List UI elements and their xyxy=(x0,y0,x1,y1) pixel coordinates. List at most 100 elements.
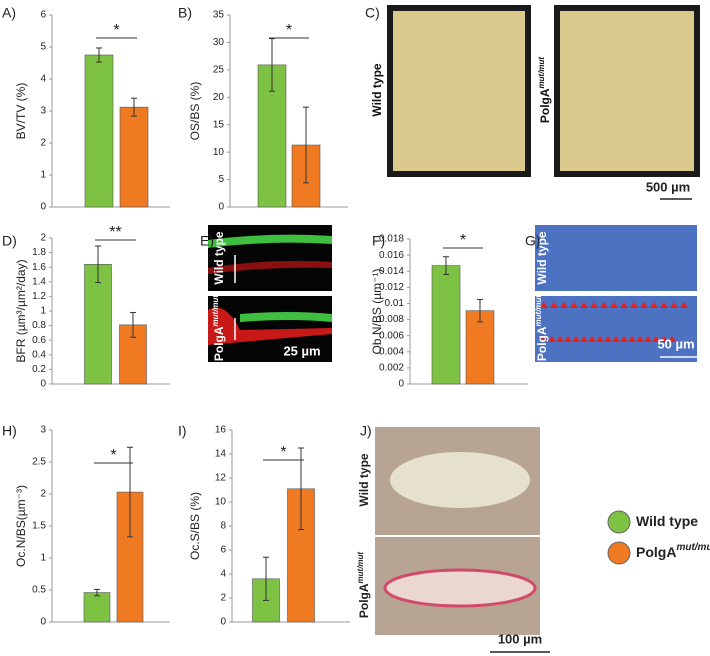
marker xyxy=(650,302,658,308)
bar xyxy=(84,263,112,385)
marker xyxy=(660,336,668,342)
marker xyxy=(644,336,652,342)
genotype-label: Wild type xyxy=(535,231,549,285)
y-tick-label: 0.004 xyxy=(379,346,404,357)
panel-letter: A) xyxy=(2,5,16,21)
y-tick-label: 0.008 xyxy=(379,314,404,325)
marker xyxy=(572,336,580,342)
y-tick-label: 25 xyxy=(213,64,225,75)
genotype-label: PolgAmut/mut xyxy=(211,295,227,362)
y-tick-label: 0.8 xyxy=(32,320,46,331)
marker xyxy=(652,336,660,342)
genotype-text: PolgA xyxy=(212,326,226,361)
bar xyxy=(431,265,461,385)
y-tick-label: 15 xyxy=(213,119,225,130)
y-tick-label: 0 xyxy=(40,202,46,213)
significance: * xyxy=(110,447,116,464)
genotype-text: Wild type xyxy=(357,453,371,507)
green-layer xyxy=(240,312,332,322)
marker xyxy=(620,302,628,308)
canal xyxy=(390,452,530,508)
marker xyxy=(636,336,644,342)
image xyxy=(535,225,697,291)
marker xyxy=(600,302,608,308)
y-tick-label: 6 xyxy=(40,10,46,21)
y-tick-label: 0.2 xyxy=(32,364,46,375)
y-tick-label: 2 xyxy=(220,593,226,604)
y-tick-label: 0 xyxy=(40,617,46,628)
genotype-text: PolgA xyxy=(535,326,549,361)
significance: * xyxy=(460,232,466,249)
y-tick-label: 30 xyxy=(213,37,225,48)
panel-letter: C) xyxy=(365,5,380,21)
y-tick-label: 2 xyxy=(40,138,46,149)
y-tick-label: 0 xyxy=(40,379,46,390)
genotype-label: PolgAmut/mut xyxy=(534,295,550,362)
y-axis-label: BV/TV (%) xyxy=(14,83,28,140)
y-tick-label: 0.006 xyxy=(379,330,404,341)
marker xyxy=(604,336,612,342)
genotype-sup: mut/mut xyxy=(211,295,220,327)
error-bar xyxy=(130,311,136,338)
marker xyxy=(556,336,564,342)
y-tick-label: 0.018 xyxy=(379,234,404,245)
error-bar xyxy=(303,106,309,184)
marker xyxy=(620,336,628,342)
y-tick-label: 0.016 xyxy=(379,250,404,261)
scale-bar-label: 100 µm xyxy=(498,631,542,646)
y-tick-label: 0.012 xyxy=(379,282,404,293)
y-tick-label: 0 xyxy=(218,202,224,213)
panel-letter: D) xyxy=(2,233,17,249)
genotype-text: Wild type xyxy=(370,63,384,117)
genotype-label: PolgAmut/mut xyxy=(356,552,372,619)
panel-letter: J) xyxy=(360,423,372,439)
legend-swatch xyxy=(607,541,631,565)
y-axis-label: Ob.N/BS (µm⁻¹) xyxy=(370,269,384,355)
genotype-text: PolgA xyxy=(357,583,371,618)
y-axis-label: OS/BS (%) xyxy=(188,82,202,141)
significance: * xyxy=(280,444,286,461)
legend-label: PolgAmut/mut xyxy=(636,542,710,560)
genotype-label: Wild type xyxy=(357,453,371,507)
panel-letter: F) xyxy=(372,233,385,249)
y-tick-label: 10 xyxy=(213,147,225,158)
marker xyxy=(640,302,648,308)
error-bar xyxy=(269,38,275,92)
y-tick-label: 1.5 xyxy=(32,521,46,532)
y-tick-label: 0.014 xyxy=(379,266,404,277)
marker xyxy=(596,336,604,342)
y-tick-label: 12 xyxy=(215,473,227,484)
genotype-label: PolgAmut/mut xyxy=(537,57,553,124)
y-tick-label: 0.5 xyxy=(32,585,46,596)
panel-letter: B) xyxy=(178,5,192,21)
y-tick-label: 0.01 xyxy=(385,298,405,309)
genotype-text: Wild type xyxy=(535,231,549,285)
marker xyxy=(610,302,618,308)
scale-bar-label: 500 µm xyxy=(646,179,690,194)
marker xyxy=(580,302,588,308)
marker xyxy=(548,336,556,342)
image xyxy=(387,5,531,177)
marker xyxy=(630,302,638,308)
significance: * xyxy=(113,22,119,39)
error-bar xyxy=(477,298,483,323)
y-tick-label: 1.8 xyxy=(32,247,46,258)
y-tick-label: 16 xyxy=(215,425,227,436)
bar xyxy=(119,106,149,208)
y-tick-label: 10 xyxy=(215,497,227,508)
y-tick-label: 35 xyxy=(213,10,225,21)
y-tick-label: 1 xyxy=(40,306,46,317)
panel-letter: H) xyxy=(2,423,17,439)
marker xyxy=(660,302,668,308)
marker xyxy=(628,336,636,342)
red-layer xyxy=(208,260,332,274)
y-tick-label: 0 xyxy=(220,617,226,628)
marker xyxy=(680,302,688,308)
genotype-sup: mut/mut xyxy=(534,295,543,327)
y-tick-label: 4 xyxy=(40,74,46,85)
y-tick-label: 4 xyxy=(220,569,226,580)
marker xyxy=(570,302,578,308)
y-axis-label: BFR (µm³/µm²/day) xyxy=(14,259,28,362)
error-bar xyxy=(298,447,304,531)
